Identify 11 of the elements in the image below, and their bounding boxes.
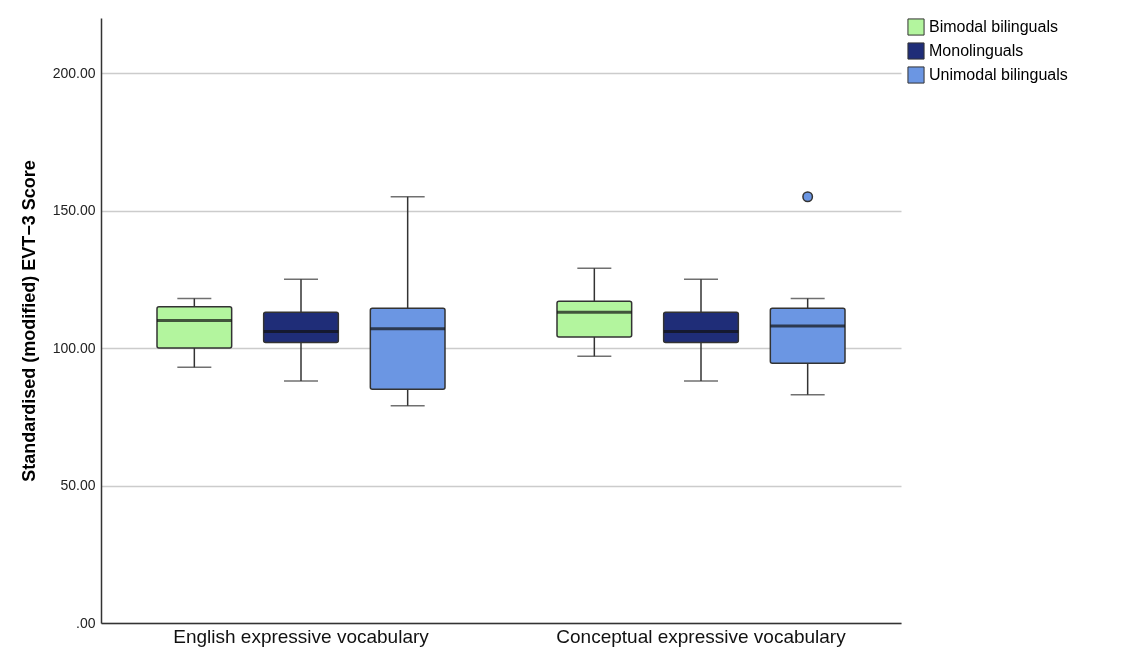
y-tick-label: 150.00 (52, 202, 96, 218)
x-tick-label: Conceptual expressive vocabulary (556, 625, 847, 647)
y-tick-label: 200.00 (52, 64, 96, 81)
legend-label: Monolinguals (929, 42, 1024, 59)
y-axis-title: Standardised (modified) EVT−3 Score (18, 160, 39, 482)
legend-label: Bimodal bilinguals (929, 18, 1058, 35)
y-tick-label: .00 (76, 614, 96, 631)
legend-label: Unimodal bilinguals (929, 66, 1068, 83)
y-tick-label: 100.00 (52, 339, 96, 356)
x-tick-label: English expressive vocabulary (173, 625, 430, 647)
y-tick-label: 50.00 (60, 477, 96, 493)
